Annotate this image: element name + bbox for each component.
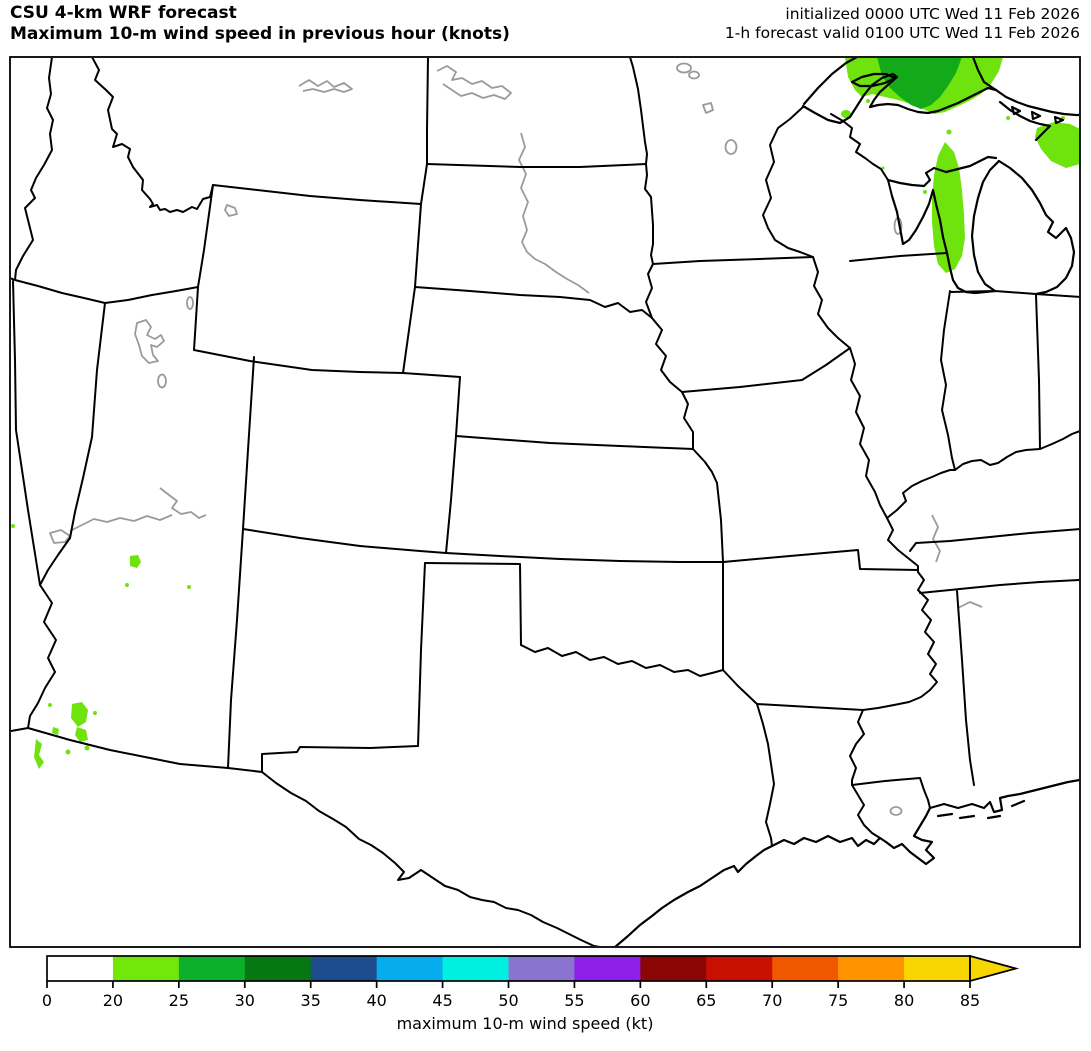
state-borders <box>11 58 1079 946</box>
wind-shading-25-30kt <box>877 58 962 109</box>
colorbar-tick-label: 75 <box>828 991 848 1010</box>
colorbar-bin <box>244 956 312 981</box>
colorbar-bin <box>838 956 905 981</box>
colorbar-tick-label: 80 <box>894 991 914 1010</box>
colorbar-tick-label: 35 <box>301 991 321 1010</box>
colorbar-bin <box>706 956 773 981</box>
colorbar: 0 20 25 30 35 40 45 50 55 60 65 70 75 80 85 <box>42 954 1020 1010</box>
colorbar-bin <box>310 956 378 981</box>
colorbar-tick-label: 50 <box>498 991 518 1010</box>
colorbar-label: maximum 10-m wind speed (kt) <box>396 1014 654 1033</box>
forecast-times: initialized 0000 UTC Wed 11 Feb 2026 1-h … <box>725 5 1080 43</box>
title-line-2: Maximum 10-m wind speed in previous hour… <box>10 24 510 44</box>
map-frame <box>9 56 1081 948</box>
colorbar-bin <box>47 956 114 981</box>
colorbar-bin <box>640 956 707 981</box>
colorbar-bin <box>904 956 971 981</box>
colorbar-tick-label: 20 <box>103 991 123 1010</box>
colorbar-bin <box>772 956 839 981</box>
colorbar-tick-label: 25 <box>169 991 189 1010</box>
colorbar-bin <box>178 956 246 981</box>
water-features <box>49 62 983 816</box>
colorbar-bin <box>112 956 180 981</box>
colorbar-tick-label: 0 <box>42 991 52 1010</box>
colorbar-tick-label: 45 <box>432 991 452 1010</box>
colorbar-bin <box>442 956 509 981</box>
colorbar-bin <box>508 956 575 981</box>
colorbar-tick-label: 70 <box>762 991 782 1010</box>
colorbar-tick-label: 30 <box>235 991 255 1010</box>
colorbar-extend-arrow <box>969 954 1020 983</box>
colorbar-tick-label: 85 <box>960 991 980 1010</box>
init-time: initialized 0000 UTC Wed 11 Feb 2026 <box>785 5 1080 23</box>
colorbar-tick-label: 60 <box>630 991 650 1010</box>
colorbar-tick-label: 55 <box>564 991 584 1010</box>
valid-time: 1-h forecast valid 0100 UTC Wed 11 Feb 2… <box>724 24 1080 42</box>
title-line-1: CSU 4-km WRF forecast <box>10 3 237 23</box>
page-title: CSU 4-km WRF forecast Maximum 10-m wind s… <box>10 3 510 45</box>
colorbar-tick-label: 65 <box>696 991 716 1010</box>
colorbar-bin <box>376 956 444 981</box>
colorbar-tick-label: 40 <box>366 991 386 1010</box>
colorbar-bin <box>574 956 641 981</box>
